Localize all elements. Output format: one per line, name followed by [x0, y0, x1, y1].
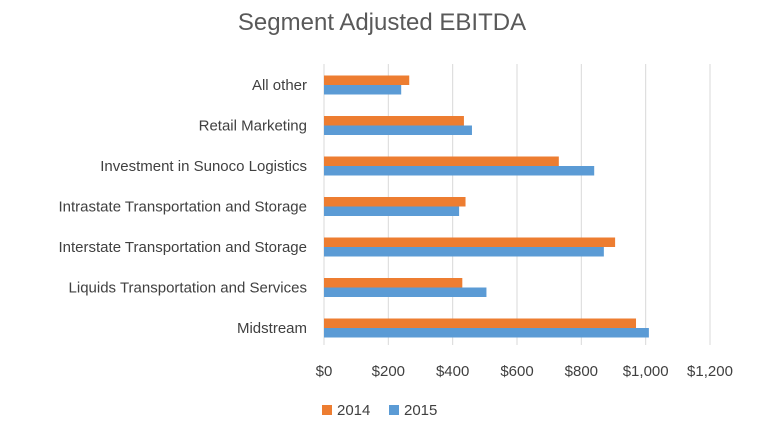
bar-2014: [324, 278, 463, 288]
x-tick-label: $1,200: [687, 363, 733, 380]
legend-swatch-2014: [322, 405, 332, 415]
category-label: Retail Marketing: [199, 118, 307, 135]
legend-swatch-2015: [389, 405, 399, 415]
x-tick-label: $200: [372, 363, 405, 380]
category-label: Investment in Sunoco Logistics: [100, 158, 307, 175]
x-axis-tick-labels: $0 $200 $400 $600 $800 $1,000 $1,200: [316, 363, 733, 380]
category-labels: All other Retail Marketing Investment in S…: [59, 77, 308, 337]
chart-title: Segment Adjusted EBITDA: [238, 9, 526, 36]
bar-2015: [324, 85, 402, 95]
x-tick-label: $600: [500, 363, 533, 380]
x-tick-label: $800: [565, 363, 598, 380]
bar-2015: [324, 206, 460, 216]
bar-2015: [324, 247, 604, 257]
legend-label: 2015: [404, 402, 437, 419]
category-label: Intrastate Transportation and Storage: [59, 199, 308, 216]
bar-2014: [324, 318, 637, 328]
bar-2014: [324, 75, 410, 85]
x-tick-label: $0: [316, 363, 333, 380]
legend: 2014 2015: [322, 402, 437, 419]
category-label: Liquids Transportation and Services: [69, 280, 307, 297]
bar-2014: [324, 197, 466, 207]
bar-2015: [324, 287, 487, 297]
x-tick-label: $400: [436, 363, 469, 380]
x-tick-label: $1,000: [623, 363, 669, 380]
bar-2014: [324, 116, 464, 126]
bar-2015: [324, 125, 472, 135]
category-label: Interstate Transportation and Storage: [59, 239, 308, 256]
category-label: Midstream: [237, 320, 307, 337]
bar-2015: [324, 328, 649, 338]
bar-2014: [324, 237, 616, 247]
category-label: All other: [252, 77, 307, 94]
legend-label: 2014: [337, 402, 370, 419]
bar-2014: [324, 156, 559, 166]
bar-2015: [324, 166, 595, 176]
bars: [324, 75, 649, 338]
